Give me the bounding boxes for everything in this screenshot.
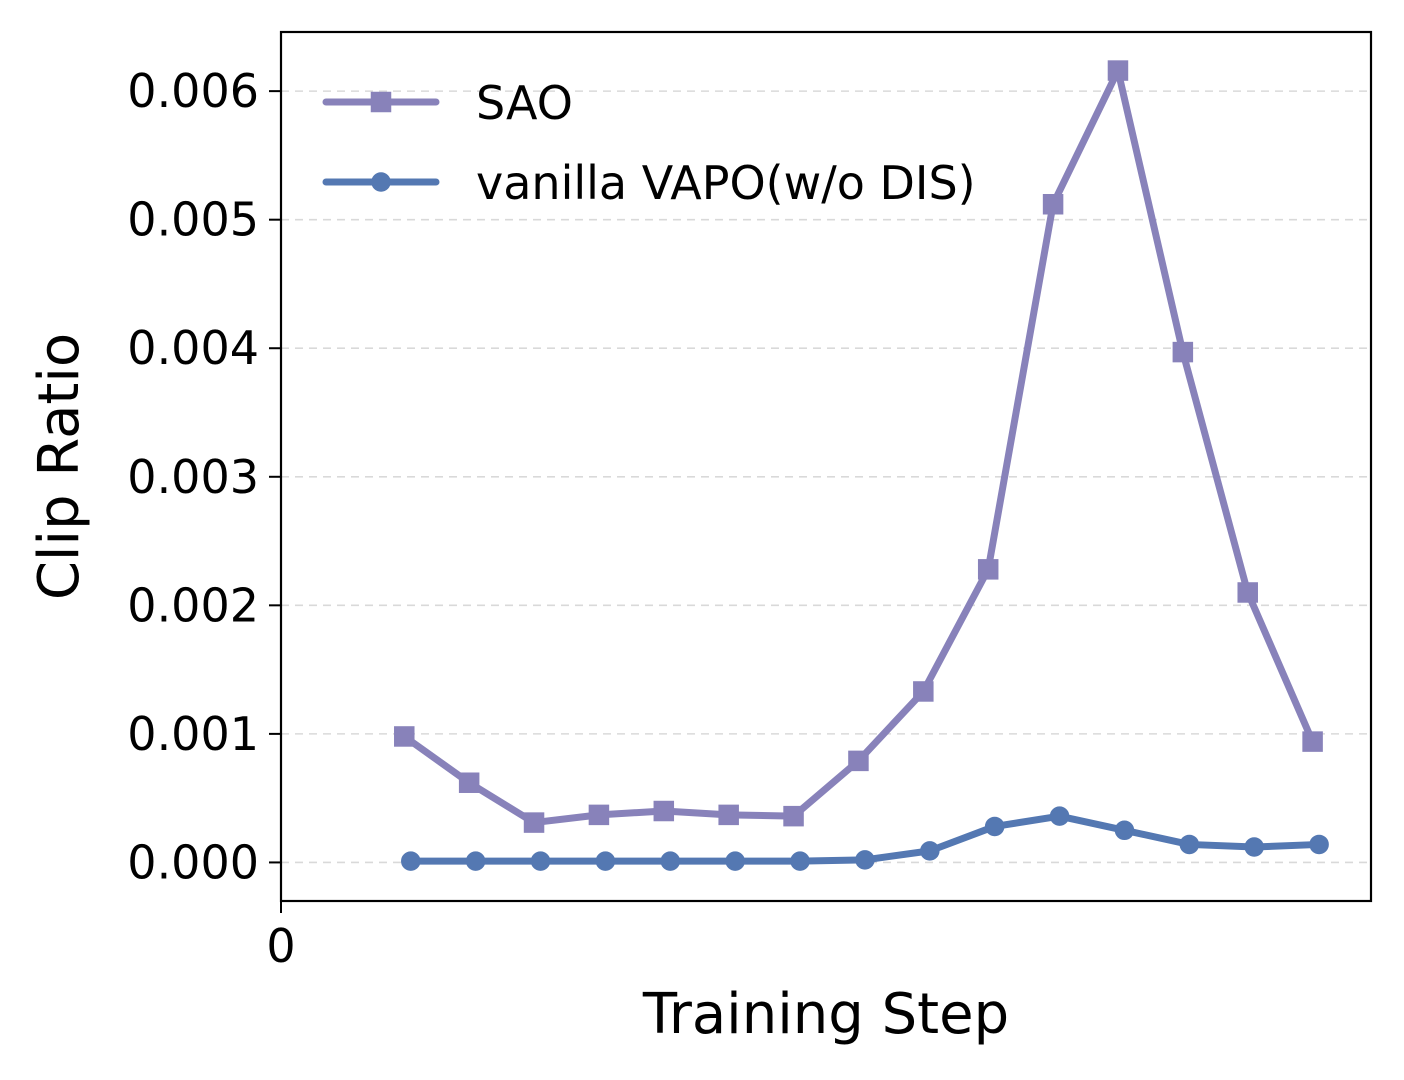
- legend: SAO vanilla VAPO(w/o DIS): [322, 76, 976, 210]
- x-axis-title: Training Step: [642, 982, 1009, 1047]
- series-0-point-3: [588, 804, 610, 826]
- series-1-point-9: [984, 816, 1005, 837]
- legend-item-0: SAO: [322, 76, 573, 130]
- y-tick-label-6: 0.006: [127, 64, 259, 118]
- series-0-point-8: [913, 681, 934, 702]
- y-tick-label-5: 0.005: [127, 193, 259, 247]
- series-1-point-5: [725, 851, 745, 871]
- series-1-point-14: [1309, 834, 1329, 855]
- series-layer: [394, 60, 1329, 871]
- series-0-point-7: [848, 750, 869, 772]
- y-tick-label-0: 0.000: [127, 835, 259, 889]
- series-0-point-4: [653, 800, 675, 822]
- legend-swatch-marker-0: [370, 91, 392, 113]
- y-tick-label-3: 0.003: [127, 450, 259, 504]
- series-0-point-1: [458, 772, 480, 793]
- series-1-point-7: [855, 850, 875, 870]
- series-0-point-13: [1237, 582, 1258, 603]
- y-tick-label-4: 0.004: [127, 321, 259, 375]
- legend-item-1: vanilla VAPO(w/o DIS): [322, 156, 976, 210]
- series-0: [394, 60, 1323, 833]
- series-1-point-3: [595, 851, 616, 871]
- plot-area-frame: [279, 30, 1373, 903]
- series-1-point-13: [1244, 837, 1264, 857]
- y-tick-label-2: 0.002: [127, 578, 259, 632]
- series-0-point-2: [523, 812, 545, 833]
- x-tick-label-0: 0: [266, 919, 295, 973]
- series-0-point-14: [1302, 731, 1323, 752]
- series-0-point-9: [977, 559, 999, 580]
- series-1-point-1: [465, 851, 486, 871]
- x-axis: 0: [266, 901, 296, 973]
- series-0-point-6: [783, 805, 804, 827]
- series-1-point-4: [660, 851, 681, 871]
- legend-label-0: SAO: [476, 76, 573, 130]
- series-0-point-12: [1172, 341, 1194, 363]
- series-1-point-2: [530, 851, 551, 871]
- series-1-point-0: [401, 851, 421, 871]
- series-0-point-10: [1042, 194, 1064, 215]
- y-axis: 0.000 0.001 0.002 0.003 0.004 0.005 0.006: [127, 64, 281, 889]
- series-0-point-11: [1107, 60, 1129, 81]
- y-axis-title: Clip Ratio: [27, 333, 92, 600]
- series-1-point-6: [790, 851, 810, 871]
- legend-swatch-marker-1: [371, 172, 391, 192]
- series-1-point-12: [1179, 834, 1200, 855]
- series-1-point-10: [1049, 806, 1070, 826]
- series-1-point-8: [920, 841, 940, 861]
- series-0-point-5: [718, 804, 739, 826]
- series-0-point-0: [394, 726, 415, 747]
- series-1-point-11: [1114, 820, 1135, 841]
- legend-label-1: vanilla VAPO(w/o DIS): [476, 156, 976, 210]
- y-tick-label-1: 0.001: [127, 707, 259, 761]
- series-1: [401, 806, 1329, 871]
